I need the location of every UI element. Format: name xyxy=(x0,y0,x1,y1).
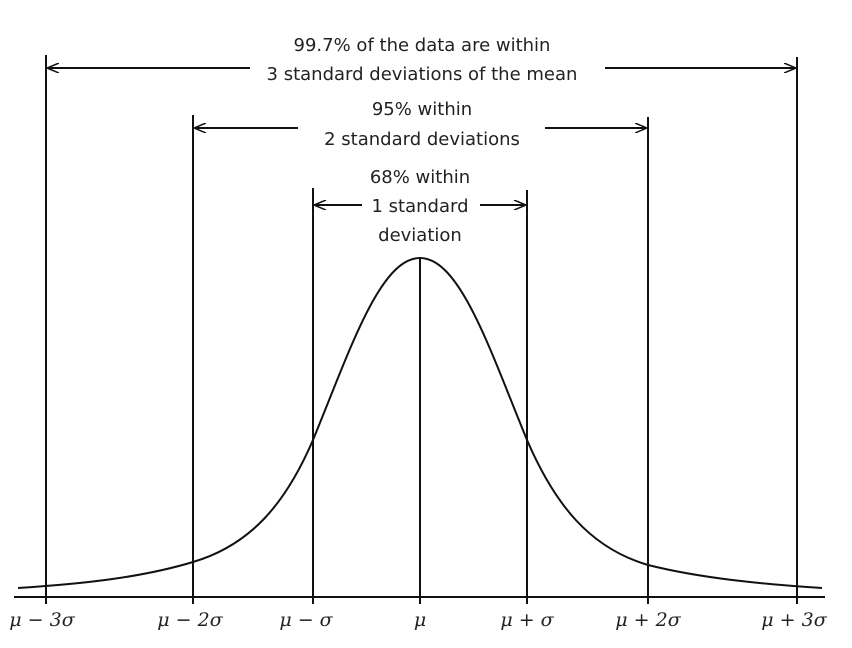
axis-label: μ xyxy=(414,609,426,631)
annotation: deviation xyxy=(378,225,462,246)
axis-label: μ − σ xyxy=(279,609,333,631)
annotation: 99.7% of the data are within xyxy=(294,35,551,56)
axis-label: μ − 2σ xyxy=(157,609,223,631)
vertical-lines xyxy=(45,55,798,604)
annotation: 68% within xyxy=(370,167,470,188)
axis-label: μ + σ xyxy=(500,609,554,631)
annotation: 1 standard xyxy=(371,196,468,217)
annotation: 3 standard deviations of the mean xyxy=(267,64,578,85)
annotation: 95% within xyxy=(372,99,472,120)
axis-label: μ − 3σ xyxy=(9,609,75,631)
axis-label: μ + 3σ xyxy=(761,609,827,631)
axis-label: μ + 2σ xyxy=(615,609,681,631)
annotation: 2 standard deviations xyxy=(324,129,520,150)
arrows xyxy=(48,68,795,205)
